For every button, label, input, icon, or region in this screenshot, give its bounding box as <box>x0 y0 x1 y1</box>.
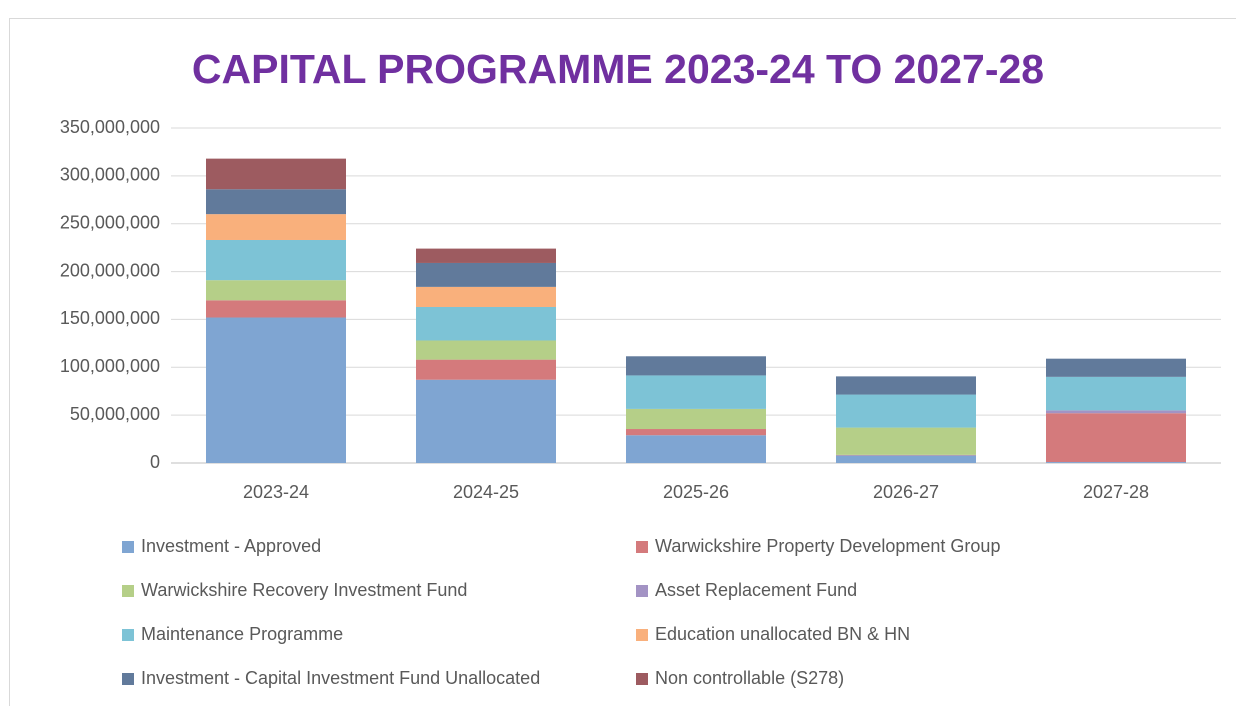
y-tick-label: 200,000,000 <box>60 260 160 280</box>
legend-label: Maintenance Programme <box>141 624 343 644</box>
legend-swatch <box>636 629 648 641</box>
x-tick-label: 2026-27 <box>873 482 939 502</box>
x-tick-label: 2023-24 <box>243 482 309 502</box>
bar-segment <box>206 159 346 190</box>
y-tick-label: 50,000,000 <box>70 404 160 424</box>
bar-segment <box>1046 359 1186 377</box>
bar-segment <box>626 409 766 429</box>
bar-segment <box>1046 377 1186 411</box>
legend-label: Investment - Approved <box>141 536 321 556</box>
y-tick-label: 100,000,000 <box>60 356 160 376</box>
y-tick-label: 300,000,000 <box>60 165 160 185</box>
legend-swatch <box>636 585 648 597</box>
bar-segment <box>626 435 766 463</box>
legend-swatch <box>122 629 134 641</box>
bar-segment <box>206 240 346 280</box>
legend-label: Asset Replacement Fund <box>655 580 857 600</box>
bar-segment <box>836 395 976 428</box>
legend-swatch <box>122 541 134 553</box>
y-tick-label: 250,000,000 <box>60 212 160 232</box>
legend-label: Warwickshire Recovery Investment Fund <box>141 580 467 600</box>
bar-segment <box>416 380 556 463</box>
legend-label: Education unallocated BN & HN <box>655 624 910 644</box>
legend-swatch <box>636 541 648 553</box>
legend-label: Investment - Capital Investment Fund Una… <box>141 668 540 688</box>
bar-segment <box>836 455 976 463</box>
x-tick-label: 2025-26 <box>663 482 729 502</box>
bar-segment <box>1046 413 1186 462</box>
legend-label: Non controllable (S278) <box>655 668 844 688</box>
x-tick-label: 2024-25 <box>453 482 519 502</box>
bar-segment <box>416 263 556 287</box>
y-tick-label: 350,000,000 <box>60 117 160 137</box>
bar-segment <box>416 360 556 380</box>
y-tick-label: 150,000,000 <box>60 308 160 328</box>
y-tick-label: 0 <box>150 452 160 472</box>
legend-label: Warwickshire Property Development Group <box>655 536 1000 556</box>
bar-segment <box>206 189 346 214</box>
bar-segment <box>416 287 556 307</box>
x-tick-label: 2027-28 <box>1083 482 1149 502</box>
bar-segment <box>206 280 346 300</box>
chart-title: CAPITAL PROGRAMME 2023-24 TO 2027-28 <box>192 46 1044 92</box>
bar-segment <box>626 429 766 435</box>
bar-segment <box>416 249 556 263</box>
bar-segment <box>626 356 766 375</box>
bar-segment <box>836 376 976 394</box>
legend-swatch <box>122 585 134 597</box>
legend-swatch <box>122 673 134 685</box>
bar-segment <box>1046 462 1186 463</box>
bar-segment <box>1046 410 1186 413</box>
bar-segment <box>836 428 976 455</box>
bar-segment <box>206 300 346 317</box>
bar-segment <box>626 375 766 409</box>
bar-segment <box>206 214 346 240</box>
bar-segment <box>416 340 556 359</box>
bar-segment <box>206 318 346 463</box>
legend-swatch <box>636 673 648 685</box>
bar-segment <box>416 307 556 341</box>
